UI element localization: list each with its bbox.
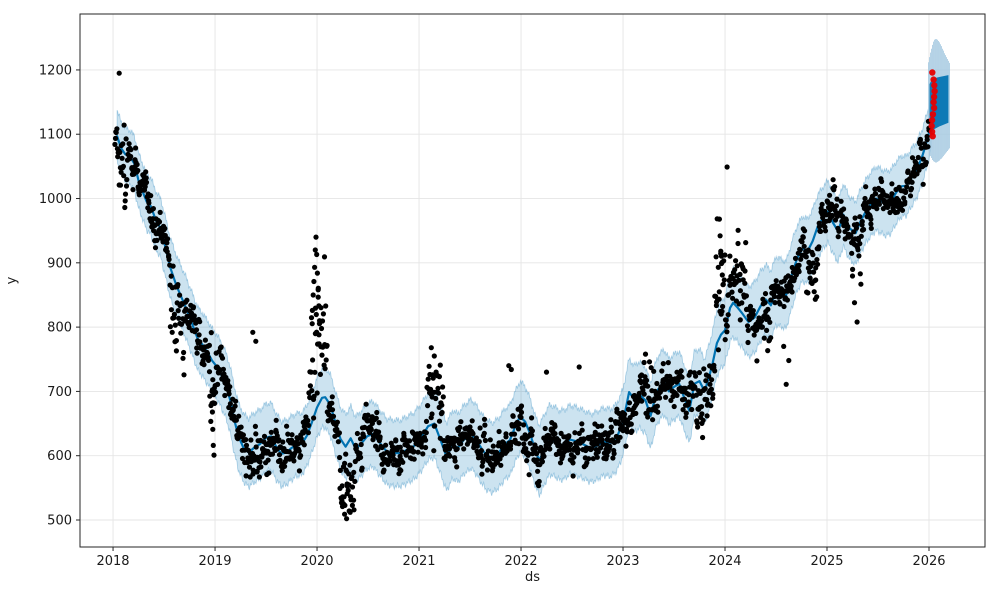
y-tick-label: 500 (47, 513, 72, 528)
x-tick-label: 2024 (708, 554, 741, 569)
y-axis-label: y (4, 276, 20, 285)
y-ticks: 500 600 700 800 900 1000 1100 1200 (39, 63, 80, 528)
forecast-highlight-points (928, 69, 938, 140)
y-tick-label: 600 (47, 449, 72, 464)
y-tick-label: 900 (47, 256, 72, 271)
y-tick-label: 1100 (39, 128, 72, 143)
x-tick-label: 2026 (912, 554, 945, 569)
x-tick-label: 2019 (198, 554, 231, 569)
x-tick-label: 2023 (606, 554, 639, 569)
y-tick-label: 1000 (39, 192, 72, 207)
x-ticks: 2018 2019 2020 2021 2022 2023 2024 2025 2026 (96, 547, 946, 569)
x-tick-label: 2020 (300, 554, 333, 569)
y-tick-label: 1200 (39, 63, 72, 78)
x-tick-label: 2025 (810, 554, 843, 569)
observed-points (112, 70, 932, 522)
x-tick-label: 2018 (96, 554, 129, 569)
y-tick-label: 700 (47, 385, 72, 400)
uncertainty-band (116, 95, 932, 498)
x-axis-label: ds (524, 570, 541, 585)
axes-frame (79, 13, 986, 548)
x-tick-label: 2021 (402, 554, 435, 569)
x-tick-label: 2022 (504, 554, 537, 569)
y-tick-label: 800 (47, 321, 72, 336)
